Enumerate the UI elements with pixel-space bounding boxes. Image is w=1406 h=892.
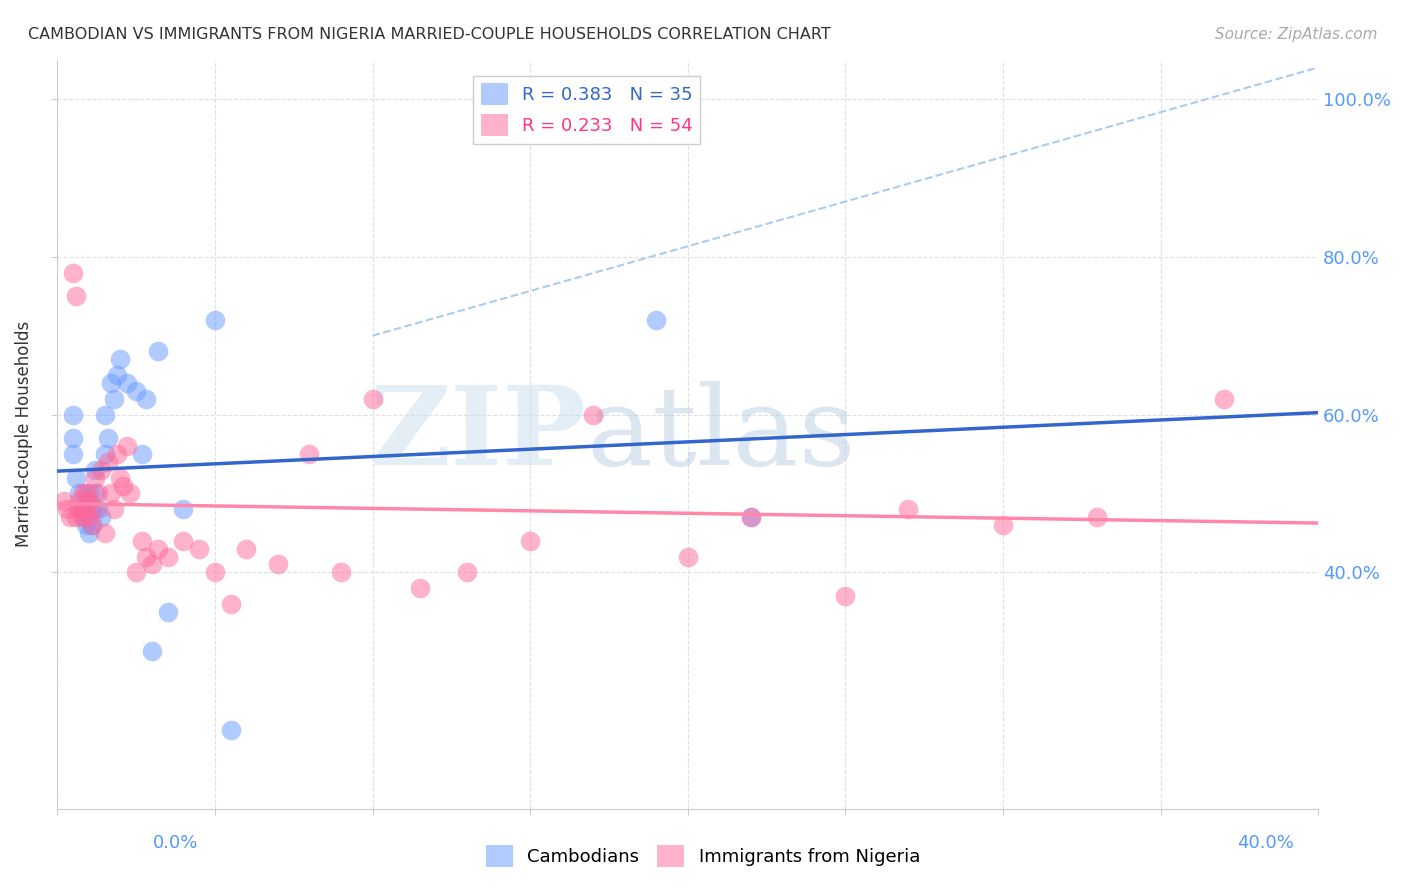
Point [115, 376, 138, 390]
Point [156, 549, 179, 564]
Point [93, 447, 115, 461]
Point [740, 510, 762, 524]
Point [103, 502, 125, 516]
Point [172, 502, 194, 516]
Point [204, 566, 226, 580]
Point [676, 549, 699, 564]
Point [80, 518, 103, 533]
Point [1087, 510, 1109, 524]
Point [519, 533, 541, 548]
Point [135, 549, 157, 564]
Point [100, 486, 122, 500]
Point [62, 431, 84, 445]
Point [90, 510, 112, 524]
Point [65, 289, 87, 303]
Point [67, 486, 90, 500]
Legend: R = 0.383   N = 35, R = 0.233   N = 54: R = 0.383 N = 35, R = 0.233 N = 54 [474, 76, 700, 144]
Point [72, 486, 94, 500]
Point [235, 541, 257, 556]
Point [77, 486, 100, 500]
Text: atlas: atlas [586, 381, 856, 488]
Point [75, 518, 97, 533]
Point [456, 566, 478, 580]
Point [645, 313, 668, 327]
Point [1212, 392, 1234, 406]
Point [93, 408, 115, 422]
Point [125, 566, 148, 580]
Point [87, 502, 110, 516]
Point [72, 502, 94, 516]
Point [93, 525, 115, 540]
Point [97, 431, 120, 445]
Point [75, 486, 97, 500]
Point [100, 376, 122, 390]
Point [740, 510, 762, 524]
Point [97, 455, 120, 469]
Point [90, 463, 112, 477]
Point [991, 518, 1014, 533]
Point [62, 447, 84, 461]
Text: Source: ZipAtlas.com: Source: ZipAtlas.com [1215, 27, 1378, 42]
Point [62, 266, 84, 280]
Point [52, 494, 75, 508]
Point [110, 352, 132, 367]
Point [72, 510, 94, 524]
Point [84, 463, 107, 477]
Point [80, 518, 103, 533]
Point [125, 384, 148, 398]
Point [141, 644, 163, 658]
Point [118, 486, 141, 500]
Point [77, 525, 100, 540]
Point [298, 447, 321, 461]
Point [65, 471, 87, 485]
Text: 0.0%: 0.0% [153, 834, 198, 852]
Point [131, 533, 153, 548]
Point [77, 510, 100, 524]
Point [65, 510, 87, 524]
Point [409, 581, 432, 595]
Point [219, 723, 242, 738]
Point [146, 344, 169, 359]
Point [84, 502, 107, 516]
Point [105, 368, 128, 383]
Point [267, 558, 290, 572]
Point [115, 439, 138, 453]
Point [582, 408, 605, 422]
Point [219, 597, 242, 611]
Point [59, 510, 82, 524]
Point [834, 589, 856, 603]
Point [87, 486, 110, 500]
Point [84, 471, 107, 485]
Point [75, 502, 97, 516]
Point [188, 541, 211, 556]
Point [361, 392, 384, 406]
Point [330, 566, 353, 580]
Point [103, 392, 125, 406]
Point [67, 502, 90, 516]
Point [84, 486, 107, 500]
Text: CAMBODIAN VS IMMIGRANTS FROM NIGERIA MARRIED-COUPLE HOUSEHOLDS CORRELATION CHART: CAMBODIAN VS IMMIGRANTS FROM NIGERIA MAR… [28, 27, 831, 42]
Point [80, 502, 103, 516]
Point [897, 502, 920, 516]
Text: 40.0%: 40.0% [1237, 834, 1294, 852]
Point [110, 471, 132, 485]
Point [172, 533, 194, 548]
Point [62, 408, 84, 422]
Point [156, 605, 179, 619]
Point [67, 494, 90, 508]
Point [105, 447, 128, 461]
Point [77, 494, 100, 508]
Point [55, 502, 77, 516]
Point [146, 541, 169, 556]
Point [72, 510, 94, 524]
Point [141, 558, 163, 572]
Point [204, 313, 226, 327]
Legend: Cambodians, Immigrants from Nigeria: Cambodians, Immigrants from Nigeria [478, 838, 928, 874]
Text: ZIP: ZIP [370, 381, 586, 488]
Point [135, 392, 157, 406]
Y-axis label: Married-couple Households: Married-couple Households [15, 321, 32, 548]
Point [131, 447, 153, 461]
Point [112, 478, 135, 492]
